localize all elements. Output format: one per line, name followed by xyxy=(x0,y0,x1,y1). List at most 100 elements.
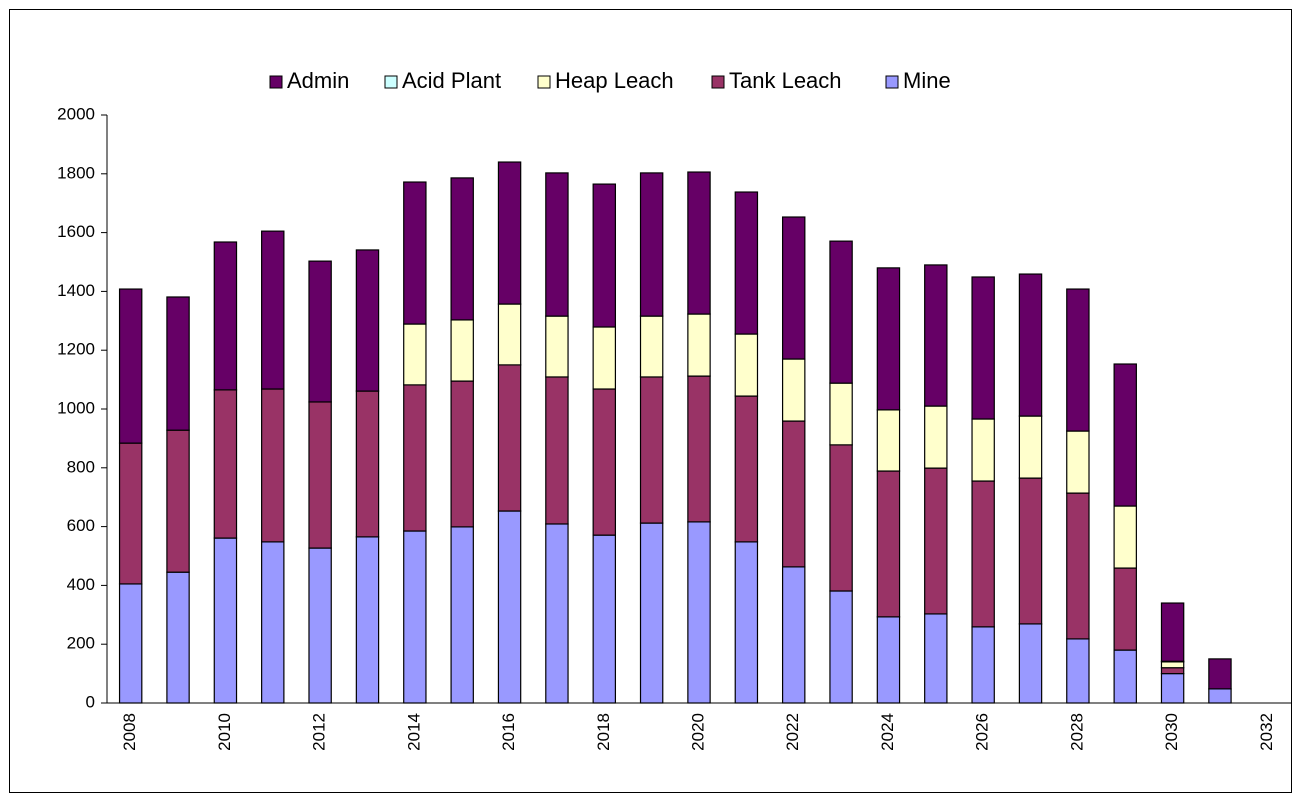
bar-segment xyxy=(166,296,190,431)
bar-segment xyxy=(1208,658,1232,690)
bar-segment xyxy=(639,376,664,524)
bar-segment xyxy=(166,429,190,573)
bar-segment xyxy=(261,541,285,704)
bar-segment xyxy=(876,616,901,704)
y-tick-label: 1800 xyxy=(57,163,95,182)
legend-label: Heap Leach xyxy=(555,68,674,93)
bar-segment xyxy=(971,418,995,482)
bar-segment xyxy=(213,389,238,539)
x-tick-label: 2022 xyxy=(783,713,802,751)
x-tick-label: 2024 xyxy=(878,713,897,751)
bar-segment xyxy=(1066,492,1090,640)
x-tick-label: 2010 xyxy=(215,713,234,751)
bar-segment xyxy=(213,537,238,704)
bar-segment xyxy=(118,583,143,704)
bar-segment xyxy=(971,626,995,704)
bar-segment xyxy=(1018,415,1043,479)
bar-segment xyxy=(497,510,522,704)
bar-segment xyxy=(924,467,948,615)
bar-segment xyxy=(403,384,427,532)
x-tick-label: 2016 xyxy=(499,713,518,751)
legend-label: Admin xyxy=(287,68,349,93)
bar-segment xyxy=(924,264,948,407)
bar-segment xyxy=(876,470,901,618)
bar-segment xyxy=(1160,672,1185,704)
bar-segment xyxy=(497,161,522,305)
y-tick-label: 600 xyxy=(67,516,95,535)
bar-segment xyxy=(1018,273,1043,417)
y-tick-label: 200 xyxy=(67,634,95,653)
bar-segment xyxy=(355,249,380,392)
bar-segment xyxy=(497,303,522,366)
bar-segment xyxy=(1018,623,1043,704)
bar-segment xyxy=(545,315,569,378)
bar-segment xyxy=(734,333,759,397)
y-tick-label: 800 xyxy=(67,457,95,476)
bar-segment xyxy=(781,358,806,422)
bar-segment xyxy=(118,288,143,444)
bar-segment xyxy=(308,547,332,704)
bar-segment xyxy=(1066,638,1090,704)
legend-swatch xyxy=(269,75,283,89)
bar-segment xyxy=(450,526,474,704)
x-tick-label: 2032 xyxy=(1257,713,1276,751)
bar-segment xyxy=(924,613,948,704)
bar-segment xyxy=(829,444,853,592)
bar-segment xyxy=(592,326,617,390)
x-tick-label: 2026 xyxy=(973,713,992,751)
bar-segment xyxy=(450,380,474,528)
legend-swatch xyxy=(711,75,725,89)
y-tick-label: 400 xyxy=(67,575,95,594)
bar-segment xyxy=(545,523,569,704)
bar-segment xyxy=(403,323,427,386)
y-tick-label: 1400 xyxy=(57,281,95,300)
bar-segment xyxy=(781,566,806,704)
bar-segment xyxy=(1113,363,1137,507)
x-tick-label: 2020 xyxy=(688,713,707,751)
bar-segment xyxy=(639,522,664,704)
y-tick-label: 1200 xyxy=(57,340,95,359)
x-tick-label: 2028 xyxy=(1067,713,1086,751)
bar-segment xyxy=(355,390,380,538)
bar-segment xyxy=(1066,430,1090,494)
bar-segment xyxy=(687,171,711,315)
bar-segment xyxy=(1113,505,1137,569)
bar-segment xyxy=(829,382,853,446)
bar-segment xyxy=(639,172,664,317)
x-tick-label: 2030 xyxy=(1162,713,1181,751)
bar-segment xyxy=(1208,688,1232,704)
bar-segment xyxy=(592,183,617,328)
bar-segment xyxy=(545,172,569,317)
bar-segment xyxy=(829,240,853,384)
bar-segment xyxy=(118,442,143,585)
bar-segment xyxy=(261,388,285,543)
bar-segment xyxy=(1113,649,1137,704)
bar-segment xyxy=(1018,477,1043,625)
bar-segment xyxy=(450,319,474,382)
bar-segment xyxy=(1160,661,1185,669)
bar-segment xyxy=(687,521,711,704)
bar-segment xyxy=(545,376,569,525)
legend-label: Acid Plant xyxy=(402,68,501,93)
legend-swatch xyxy=(384,75,398,89)
bar-segment xyxy=(450,177,474,321)
bar-segment xyxy=(1113,567,1137,651)
x-tick-label: 2018 xyxy=(594,713,613,751)
bar-segment xyxy=(403,181,427,325)
bar-segment xyxy=(781,216,806,360)
bar-segment xyxy=(592,388,617,536)
x-tick-label: 2014 xyxy=(404,713,423,751)
bar-segment xyxy=(829,590,853,704)
y-tick-label: 0 xyxy=(86,692,95,711)
bar-segment xyxy=(1066,288,1090,432)
x-tick-label: 2008 xyxy=(120,713,139,751)
bar-segment xyxy=(497,364,522,512)
bar-segment xyxy=(639,315,664,378)
bar-segment xyxy=(261,230,285,390)
bar-segment xyxy=(1160,667,1185,675)
y-tick-label: 2000 xyxy=(57,104,95,123)
bar-segment xyxy=(971,480,995,628)
bar-segment xyxy=(781,420,806,568)
bar-segment xyxy=(734,541,759,704)
